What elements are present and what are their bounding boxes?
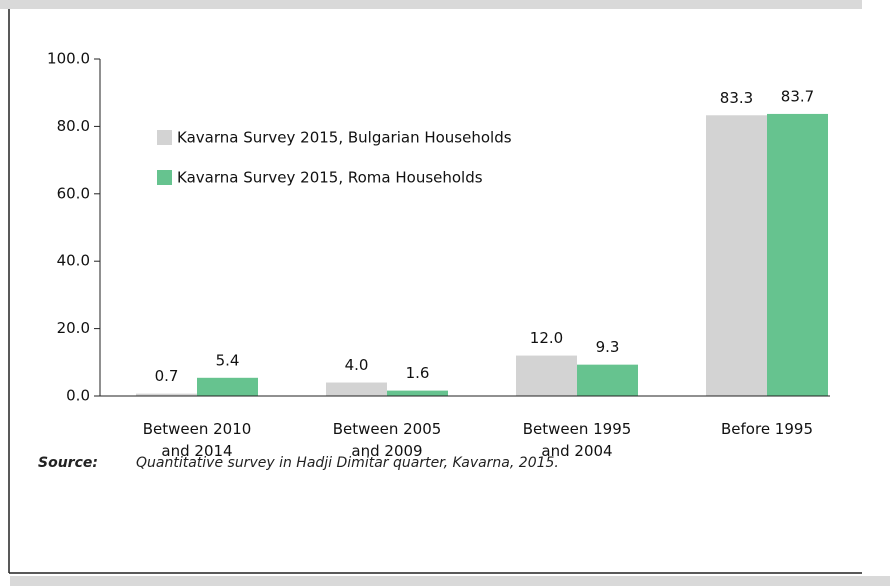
y-tick-label: 80.0: [57, 117, 90, 135]
legend-swatch: [157, 170, 172, 185]
bar: [387, 390, 448, 396]
source-text: Quantitative survey in Hadji Dimitar qua…: [136, 455, 559, 471]
y-tick-label: 40.0: [57, 252, 90, 270]
x-tick-label: Between 2005 and 2009: [332, 420, 442, 460]
x-tick-label: Between 2010 and 2014: [142, 420, 252, 460]
bar: [197, 377, 258, 396]
bar: [136, 393, 197, 396]
data-label: 5.4: [216, 351, 240, 369]
x-tick-label: Before 1995: [721, 420, 813, 438]
legend-label: Kavarna Survey 2015, Bulgarian Household…: [177, 129, 512, 147]
y-tick-label: 0.0: [66, 387, 90, 405]
data-label: 83.7: [781, 87, 814, 105]
y-tick-label: 100.0: [47, 50, 90, 68]
bar: [326, 382, 387, 396]
y-tick-label: 20.0: [57, 319, 90, 337]
legend-swatch: [157, 130, 172, 145]
bar: [706, 115, 767, 397]
source-label: Source:: [38, 455, 98, 471]
bar: [767, 113, 828, 396]
data-label: 1.6: [406, 364, 430, 382]
data-label: 4.0: [345, 356, 369, 374]
top-band: [0, 0, 862, 9]
source: Source: Quantitative survey in Hadji Dimi…: [38, 455, 559, 471]
data-label: 12.0: [530, 329, 563, 347]
data-label: 9.3: [596, 338, 620, 356]
data-label: 0.7: [155, 367, 179, 385]
data-label: 83.3: [720, 89, 753, 107]
bar: [577, 364, 638, 396]
legend-label: Kavarna Survey 2015, Roma Households: [177, 169, 483, 187]
x-tick-label: Between 1995 and 2004: [522, 420, 632, 460]
bar: [516, 355, 577, 396]
bottom-band: [10, 576, 890, 586]
y-tick-label: 60.0: [57, 184, 90, 202]
